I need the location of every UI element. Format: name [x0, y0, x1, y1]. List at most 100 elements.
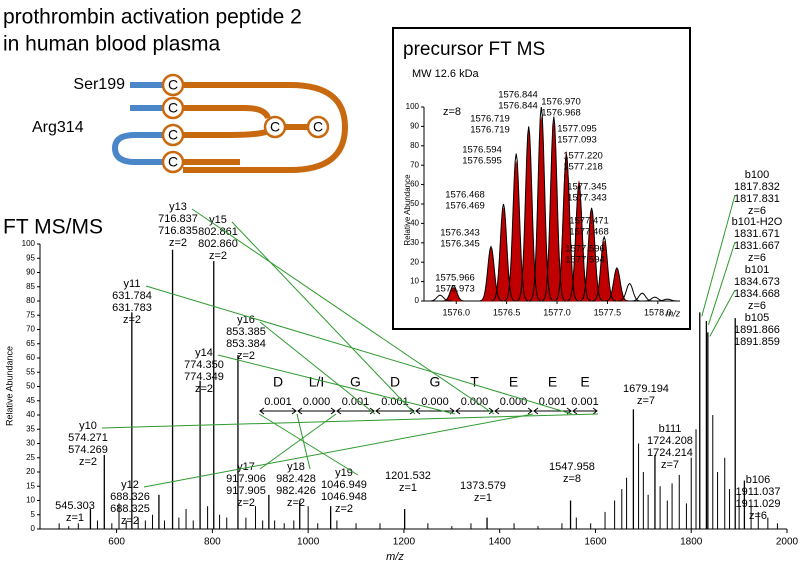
observed-peak: [630, 292, 655, 302]
x-tick-label: 1578.0: [644, 307, 672, 317]
observed-mz: 716.835: [158, 225, 198, 237]
y-axis-label: Relative Abundance: [4, 346, 14, 426]
observed-mz: 1577.468: [569, 227, 609, 238]
y-tick-label: 50: [410, 199, 419, 208]
arrow: [494, 407, 533, 415]
charge-label: z=2: [121, 515, 139, 527]
observed-mz: 1576.469: [445, 201, 485, 212]
y-tick-label: 5: [31, 510, 36, 519]
calculated-mz: 574.271: [68, 432, 108, 444]
charge-label: z=2: [237, 497, 255, 509]
ion-label: y15: [209, 214, 227, 226]
chain-label: Ser199: [73, 76, 125, 93]
ion-label: y17: [237, 461, 255, 473]
observed-peak: [516, 126, 541, 302]
fragment-link: [191, 208, 495, 415]
ion-label: y18: [287, 461, 305, 473]
inset-subtitle: MW 12.6 kDa: [412, 68, 480, 80]
observed-peak: [441, 284, 466, 302]
y-tick-label: 50: [26, 382, 35, 391]
observed-peak: [566, 184, 592, 302]
ion-label: b101-H2O: [732, 216, 783, 228]
charge-label: z=2: [123, 314, 141, 326]
observed-mz: 1577.218: [563, 162, 603, 173]
diagram-title: in human blood plasma: [3, 33, 220, 56]
y-tick-label: 40: [410, 219, 419, 228]
calculated-mz: 982.428: [276, 473, 316, 485]
y-tick-label: 75: [26, 310, 35, 319]
y-tick-label: 20: [26, 467, 35, 476]
cysteine-node: [263, 115, 287, 139]
chain: [183, 105, 271, 120]
ion-label: y14: [195, 347, 213, 359]
observed-peak: [428, 294, 453, 302]
y-tick-label: 15: [26, 481, 35, 490]
observed-peak: [617, 282, 642, 302]
observed-mz: 1911.029: [735, 498, 780, 510]
cysteine-label: C: [168, 100, 178, 116]
theoretical-mz: 1576.970: [541, 97, 581, 108]
charge-label: z=2: [79, 456, 97, 468]
observed-mz: 1817.831: [734, 193, 780, 205]
calculated-mz: 1834.673: [734, 276, 780, 288]
observed-mz: 688.325: [110, 503, 150, 515]
charge-label: z=2: [287, 497, 305, 509]
fragment-link: [259, 321, 376, 415]
y-tick-label: 100: [22, 239, 36, 248]
x-tick-label: 2000: [776, 537, 799, 548]
calculated-mz: 1911.037: [735, 486, 780, 498]
mass-error: 0.001: [571, 396, 599, 408]
observed-mz: 1576.719: [470, 125, 510, 136]
cysteine-node: [161, 96, 185, 120]
y-tick-label: 70: [410, 160, 419, 169]
residue: E: [509, 374, 518, 390]
theoretical-mz: 1576.719: [470, 114, 510, 125]
residue: E: [580, 374, 589, 390]
residue: T: [470, 374, 479, 390]
observed-mz: 1201.532: [385, 470, 431, 482]
y-axis-label: Relative Abundance: [403, 174, 412, 246]
ion-label: y19: [335, 467, 353, 479]
fragment-link: [258, 413, 359, 476]
x-tick-label: 1600: [584, 537, 607, 548]
observed-mz: 917.905: [226, 485, 266, 497]
x-axis-label: m/z: [666, 308, 681, 318]
observed-peak: [604, 267, 629, 302]
arrow: [259, 407, 297, 415]
observed-mz: 545.303: [55, 500, 95, 512]
observed-mz: 1834.668: [734, 288, 780, 300]
chains: [111, 82, 349, 173]
residue: G: [350, 374, 361, 390]
calculated-mz: 631.784: [112, 290, 152, 302]
observed-mz: 1891.859: [734, 336, 780, 348]
theoretical-mz: 1577.471: [569, 216, 609, 227]
mass-error: 0.001: [342, 396, 370, 408]
y-tick-label: 10: [26, 496, 35, 505]
x-tick-label: 800: [204, 537, 221, 548]
observed-mz: 1831.667: [734, 240, 780, 252]
observed-peak: [655, 298, 680, 302]
observed-peak: [491, 203, 516, 302]
mass-error: 0.000: [461, 396, 489, 408]
inset-title: precursor FT MS: [403, 39, 545, 60]
mass-error: 0.001: [264, 396, 292, 408]
cysteine-label: C: [168, 154, 178, 170]
observed-mz: 574.269: [68, 444, 108, 456]
x-tick-label: 1800: [680, 537, 703, 548]
y-tick-label: 30: [410, 238, 419, 247]
x-tick-label: 1576.0: [442, 307, 470, 317]
y-tick-label: 65: [26, 339, 35, 348]
observed-peak: [541, 116, 566, 302]
y-tick-label: 80: [410, 141, 419, 150]
chain-label: Arg314: [32, 119, 84, 136]
calculated-mz: 774.350: [184, 359, 224, 371]
y-tick-label: 60: [410, 180, 419, 189]
observed-mz: 1576.595: [462, 156, 502, 167]
y-tick-label: 90: [26, 268, 35, 277]
chart-title: FT MS/MS: [3, 216, 103, 239]
calculated-mz: 688.326: [110, 491, 150, 503]
observed-mz: 1577.343: [567, 193, 607, 204]
y-tick-label: 25: [26, 453, 35, 462]
y-tick-label: 30: [26, 439, 35, 448]
calculated-mz: 1891.866: [734, 324, 780, 336]
